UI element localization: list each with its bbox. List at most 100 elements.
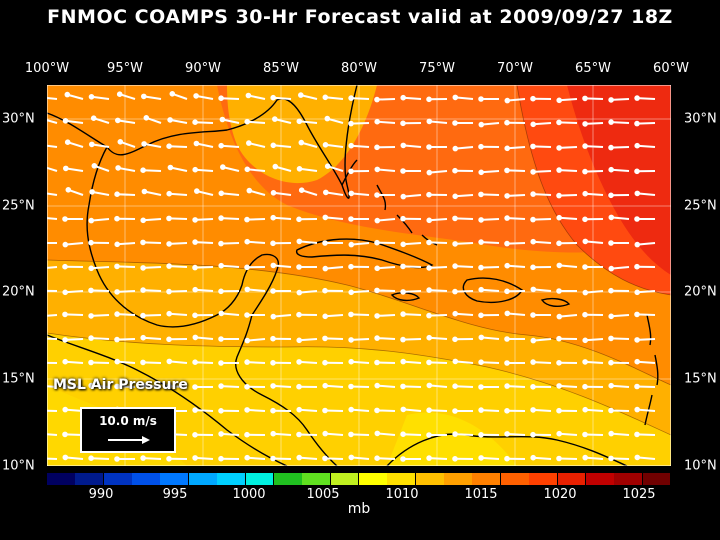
wind-vector	[637, 144, 656, 148]
wind-vector-head	[634, 311, 640, 318]
colorbar-tick-label: 1025	[622, 487, 656, 502]
wind-vector	[481, 170, 500, 174]
wind-vector	[169, 118, 188, 124]
wind-vector	[585, 240, 604, 244]
wind-vector-head	[62, 118, 69, 124]
wind-vector	[351, 408, 370, 412]
wind-vector-head	[478, 455, 484, 461]
wind-vector	[246, 218, 266, 221]
wind-vector	[143, 142, 162, 148]
wind-vector-head	[478, 239, 484, 245]
lat-label: 20°N	[2, 284, 35, 300]
wind-vector	[273, 144, 292, 148]
wind-vector-head	[218, 383, 224, 389]
wind-vector-head	[504, 240, 510, 247]
wind-vector-head	[62, 241, 69, 248]
wind-vector	[610, 457, 630, 460]
wind-vector-head	[348, 289, 355, 296]
wind-vector-head	[116, 91, 123, 97]
wind-vector-head	[348, 216, 354, 222]
lon-label: 80°W	[341, 61, 377, 76]
lon-label: 100°W	[24, 61, 70, 76]
wind-vector-head	[296, 406, 302, 413]
wind-vector-head	[452, 336, 458, 343]
wind-vector-head	[556, 192, 562, 199]
wind-vector-head	[426, 359, 432, 366]
wind-vector	[325, 432, 344, 436]
wind-vector-head	[634, 406, 641, 413]
wind-vector-head	[608, 407, 614, 414]
wind-vector-head	[218, 240, 224, 247]
wind-vector-head	[88, 287, 94, 294]
wind-vector-head	[478, 286, 485, 293]
wind-vector	[142, 361, 162, 364]
wind-vector	[558, 457, 578, 460]
wind-vector	[377, 384, 396, 388]
wind-vector	[325, 314, 344, 318]
wind-vector-head	[324, 115, 331, 122]
wind-vector	[481, 336, 500, 340]
wind-vector-head	[143, 115, 150, 121]
lat-label: 30°N	[2, 111, 35, 127]
wind-vector	[402, 338, 422, 341]
wind-vector-head	[270, 383, 276, 389]
wind-vector	[637, 360, 656, 364]
wind-vector-head	[88, 239, 94, 246]
colorbar-swatch	[444, 473, 473, 485]
wind-vector	[350, 313, 370, 316]
lat-label: 15°N	[2, 371, 35, 387]
wind-vector-head	[608, 335, 614, 342]
wind-vector-head	[117, 139, 124, 145]
wind-vector	[65, 456, 84, 460]
wind-vector	[273, 96, 292, 100]
wind-vector	[299, 290, 318, 294]
wind-vector-head	[348, 95, 354, 101]
wind-vector-head	[114, 311, 120, 317]
wind-vector-head	[115, 117, 121, 124]
wind-vector	[507, 98, 526, 102]
wind-vector-head	[140, 359, 146, 366]
wind-vector	[324, 457, 344, 460]
wind-vector	[585, 456, 604, 460]
wind-vector-head	[504, 408, 510, 414]
wind-vector-head	[400, 358, 407, 365]
wind-vector-head	[530, 337, 537, 344]
wind-vector-head	[582, 143, 588, 149]
wind-vector-head	[400, 94, 407, 101]
wind-vector-head	[88, 335, 94, 341]
wind-vector	[481, 218, 500, 221]
wind-vector	[454, 217, 474, 220]
wind-vector-head	[166, 456, 172, 462]
wind-vector	[247, 120, 266, 124]
wind-vector-head	[218, 310, 225, 317]
wind-vector-head	[582, 454, 589, 461]
wind-vector	[143, 457, 162, 460]
wind-vector	[533, 361, 552, 364]
wind-vector-head	[582, 406, 589, 413]
wind-vector-head	[296, 216, 302, 223]
wind-vector-head	[244, 264, 250, 271]
wind-vector-head	[634, 383, 640, 390]
wind-vector	[64, 313, 84, 316]
wind-vector	[195, 288, 214, 292]
wind-vector	[196, 142, 214, 148]
wind-vector-head	[219, 116, 226, 123]
wind-vector-head	[296, 166, 303, 172]
colorbar-swatch	[132, 473, 161, 485]
wind-vector-head	[608, 214, 615, 221]
lat-label: 25°N	[2, 198, 35, 214]
wind-vector-head	[272, 163, 279, 170]
wind-vector	[47, 97, 58, 100]
wind-vector-head	[504, 431, 510, 437]
wind-vector	[376, 361, 396, 364]
pressure-band-1012-gulf	[227, 85, 377, 184]
colorbar-swatch	[359, 473, 388, 485]
wind-vector-head	[62, 216, 68, 222]
wind-vector	[585, 338, 604, 342]
colorbar-swatch	[245, 473, 275, 485]
wind-vector-head	[504, 97, 511, 104]
wind-vector	[480, 266, 500, 269]
wind-vector-head	[556, 119, 562, 126]
reference-arrow-icon	[108, 436, 150, 444]
wind-vector-head	[270, 94, 276, 101]
